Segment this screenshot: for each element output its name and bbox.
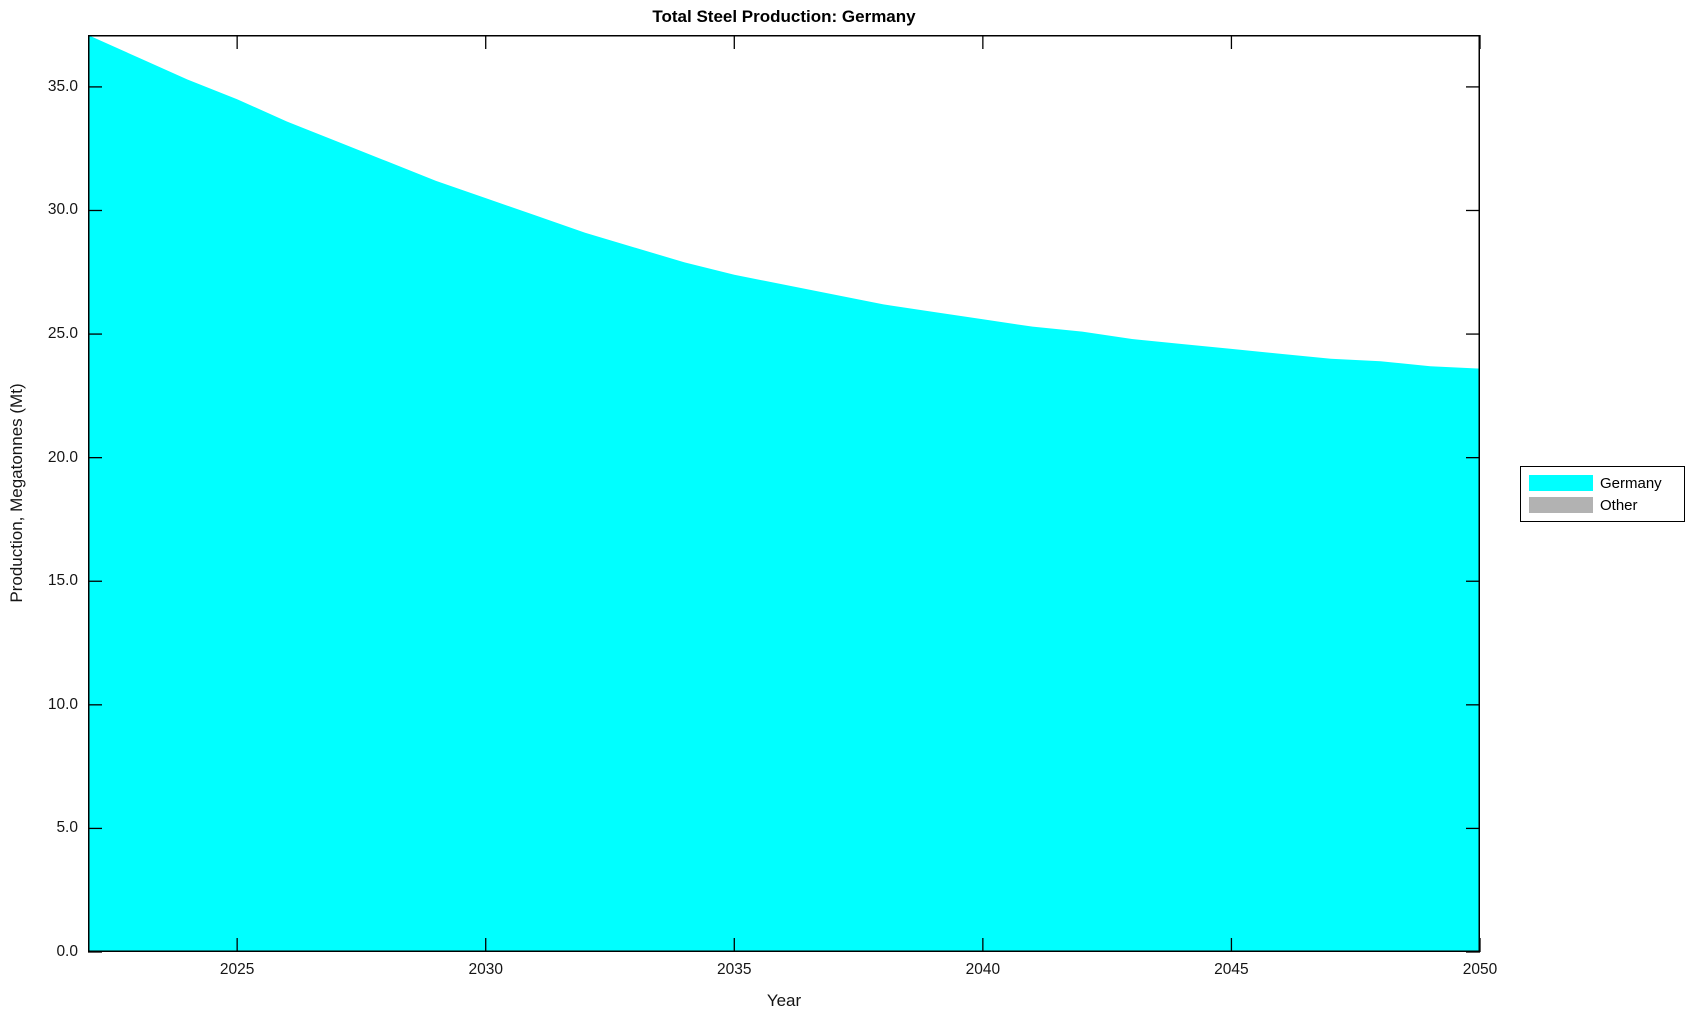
legend-label-germany: Germany	[1600, 474, 1662, 492]
legend-item-germany: Germany	[1529, 472, 1678, 494]
x-tick-label: 2025	[219, 961, 255, 978]
y-tick-label: 10.0	[47, 695, 78, 713]
x-tick-label: 2050	[1462, 961, 1498, 978]
plot-svg	[88, 35, 1481, 953]
legend-swatch-other	[1529, 497, 1593, 513]
x-tick-label: 2030	[468, 961, 503, 978]
legend-swatch-germany	[1529, 475, 1593, 491]
x-tick-label: 2035	[717, 961, 752, 978]
y-axis-label: Production, Megatonnes (Mt)	[7, 383, 26, 603]
y-tick-label: 35.0	[47, 77, 78, 95]
y-tick-label: 0.0	[56, 943, 78, 960]
y-tick-label: 15.0	[47, 572, 78, 590]
legend-item-other: Other	[1529, 494, 1678, 516]
x-tick-label: 2040	[965, 961, 1001, 978]
y-tick-label: 20.0	[47, 448, 78, 466]
y-tick-label: 5.0	[56, 819, 78, 837]
area-series-germany	[88, 35, 1480, 952]
plot-border	[88, 35, 1480, 952]
x-tick-label: 2045	[1214, 961, 1249, 978]
chart-title: Total Steel Production: Germany	[652, 7, 916, 26]
y-tick-label: 25.0	[47, 325, 78, 343]
legend: Germany Other	[1520, 466, 1685, 522]
x-axis-label: Year	[766, 991, 802, 1010]
y-tick-label: 30.0	[47, 201, 78, 219]
legend-label-other: Other	[1600, 496, 1638, 514]
